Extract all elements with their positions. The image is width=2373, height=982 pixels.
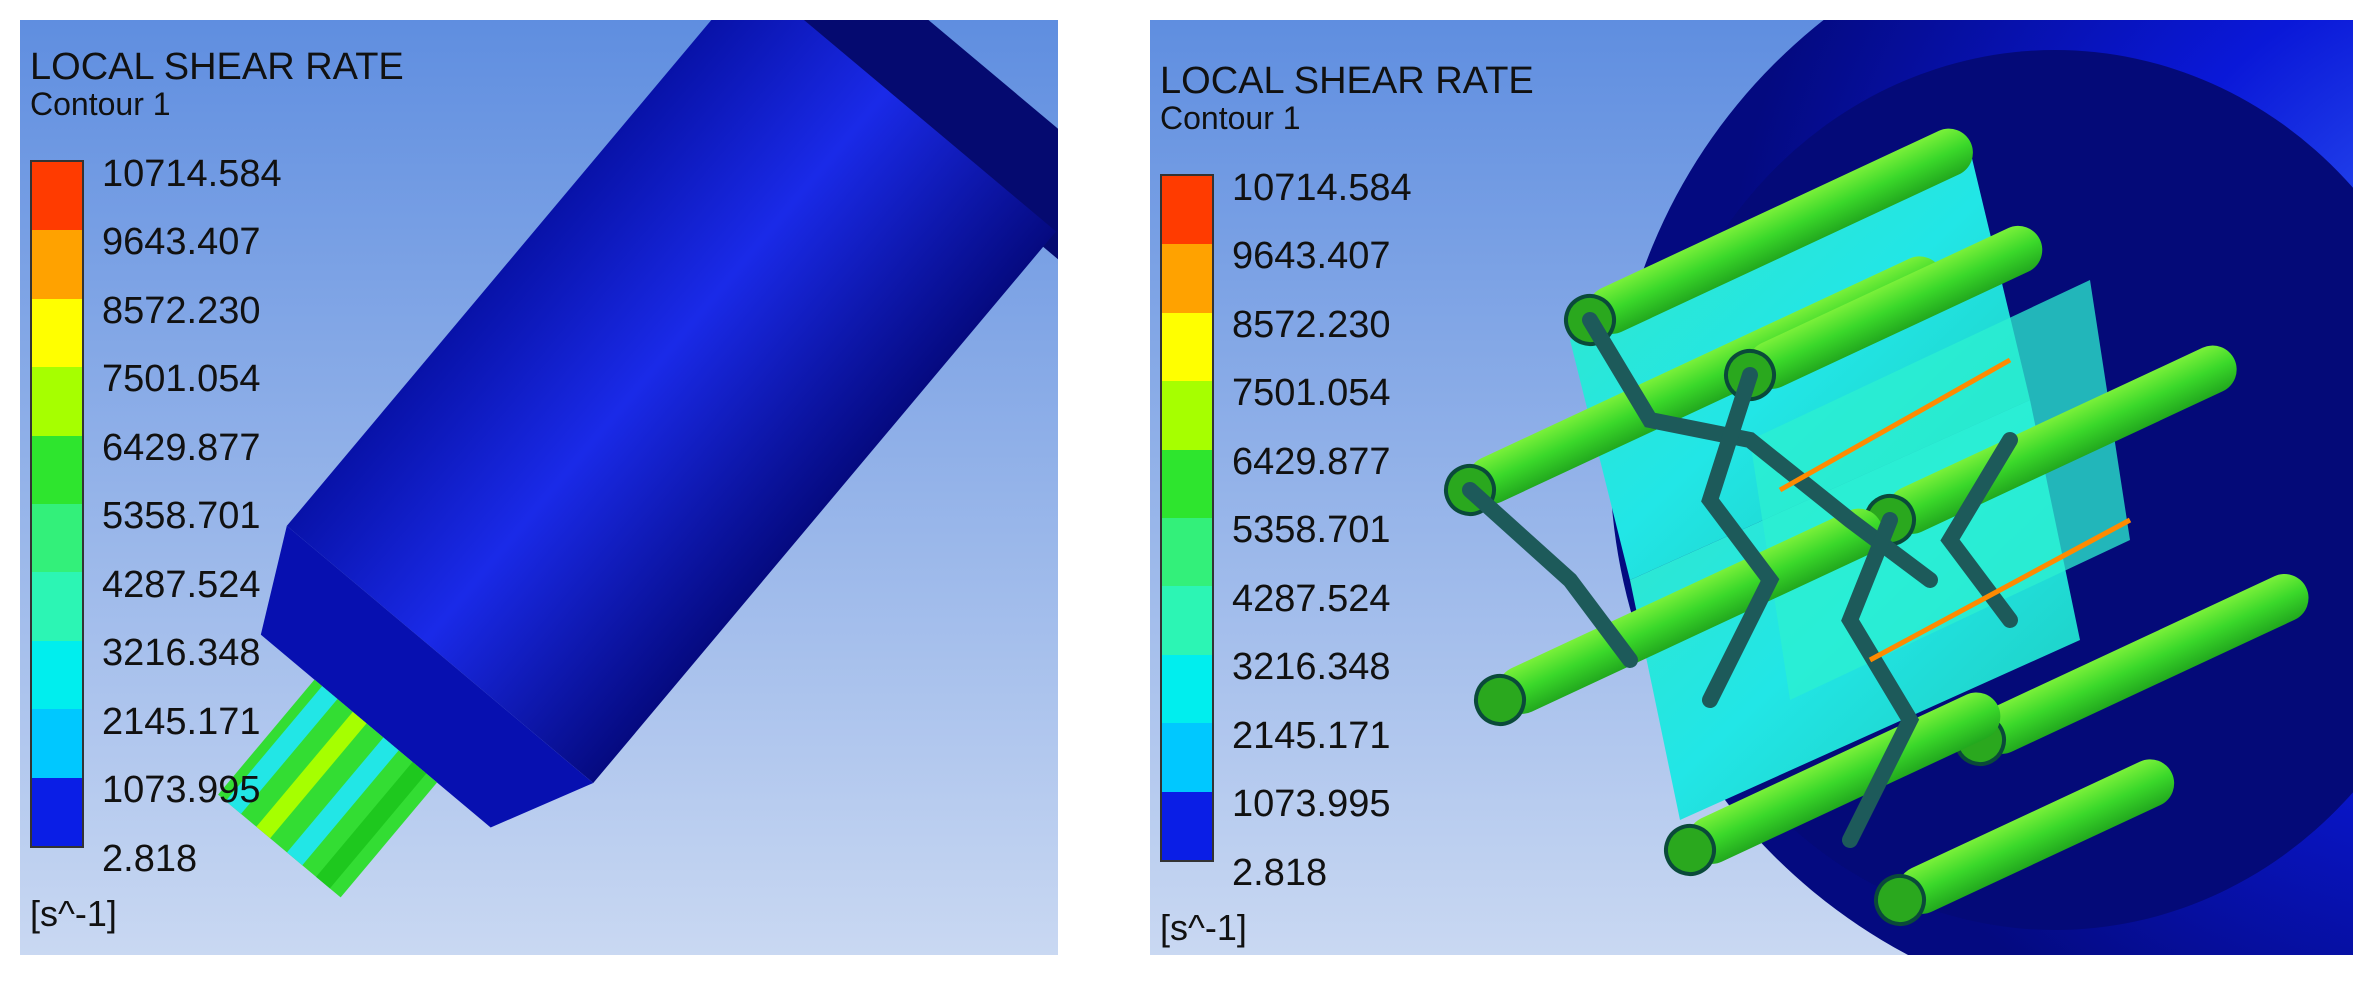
colorbar-band xyxy=(1162,312,1212,382)
colorbar-band xyxy=(32,367,82,436)
colorbar-band xyxy=(32,777,82,846)
colorbar-band xyxy=(32,504,82,573)
colorbar-band xyxy=(1162,518,1212,587)
mixer-lattice xyxy=(1462,312,2018,848)
colorbar-band xyxy=(1162,654,1212,724)
legend-tick-label: 3216.348 xyxy=(1232,646,1391,688)
legend-tick-label: 3216.348 xyxy=(102,632,261,674)
legend-subtitle: Contour 1 xyxy=(30,86,171,122)
colorbar-band xyxy=(32,162,82,231)
legend-tick-label: 2.818 xyxy=(102,838,198,880)
legend-tick-label: 10714.584 xyxy=(102,153,282,195)
legend-title: LOCAL SHEAR RATE xyxy=(30,46,404,88)
mixer-rods xyxy=(1444,128,2309,926)
colorbar-band xyxy=(32,298,82,368)
legend-tick-label: 8572.230 xyxy=(1232,304,1391,346)
legend-tick-label: 1073.995 xyxy=(102,769,261,811)
colorbar-band xyxy=(32,640,82,710)
legend-subtitle: Contour 1 xyxy=(1160,100,1301,136)
legend-tick-label: 6429.877 xyxy=(102,427,261,469)
legend-tick-label: 4287.524 xyxy=(1232,578,1391,620)
colorbar xyxy=(30,160,84,848)
contour-panel-left: LOCAL SHEAR RATE Contour 1 10714.584 964… xyxy=(20,20,1058,955)
colorbar-band xyxy=(1162,244,1212,313)
legend-tick-label: 8572.230 xyxy=(102,290,261,332)
legend-title: LOCAL SHEAR RATE xyxy=(1160,60,1534,102)
contour-panel-right: LOCAL SHEAR RATE Contour 1 10714.584 964… xyxy=(1150,20,2353,955)
colorbar-band xyxy=(32,572,82,641)
legend-tick-label: 9643.407 xyxy=(102,221,261,263)
legend-tick-label: 9643.407 xyxy=(1232,235,1391,277)
colorbar-legend: LOCAL SHEAR RATE Contour 1 10714.584 964… xyxy=(1160,62,1534,946)
colorbar-band xyxy=(32,709,82,778)
static-mixer-tip xyxy=(218,679,438,898)
colorbar-band xyxy=(1162,381,1212,450)
legend-tick-label: 7501.054 xyxy=(1232,372,1391,414)
legend-tick-label: 2.818 xyxy=(1232,852,1328,894)
colorbar-band xyxy=(32,230,82,299)
colorbar-band xyxy=(1162,176,1212,245)
legend-tick-label: 1073.995 xyxy=(1232,783,1391,825)
high-shear-edges xyxy=(1778,357,2132,663)
colorbar-band xyxy=(1162,723,1212,792)
legend-unit: [s^-1] xyxy=(1160,907,1247,948)
colorbar-legend: LOCAL SHEAR RATE Contour 1 10714.584 964… xyxy=(30,48,404,932)
legend-tick-label: 2145.171 xyxy=(102,701,261,743)
legend-tick-label: 4287.524 xyxy=(102,564,261,606)
colorbar-band xyxy=(1162,586,1212,655)
legend-tick-label: 5358.701 xyxy=(102,495,261,537)
legend-unit: [s^-1] xyxy=(30,893,117,934)
static-mixer-render xyxy=(1444,20,2353,955)
cartridge-render xyxy=(218,20,1058,898)
legend-tick-label: 6429.877 xyxy=(1232,441,1391,483)
colorbar-band xyxy=(32,435,82,504)
colorbar-band xyxy=(1162,449,1212,518)
legend-tick-label: 10714.584 xyxy=(1232,167,1412,209)
colorbar-band xyxy=(1162,791,1212,860)
legend-tick-label: 5358.701 xyxy=(1232,509,1391,551)
legend-tick-label: 2145.171 xyxy=(1232,715,1391,757)
legend-tick-label: 7501.054 xyxy=(102,358,261,400)
colorbar xyxy=(1160,174,1214,862)
